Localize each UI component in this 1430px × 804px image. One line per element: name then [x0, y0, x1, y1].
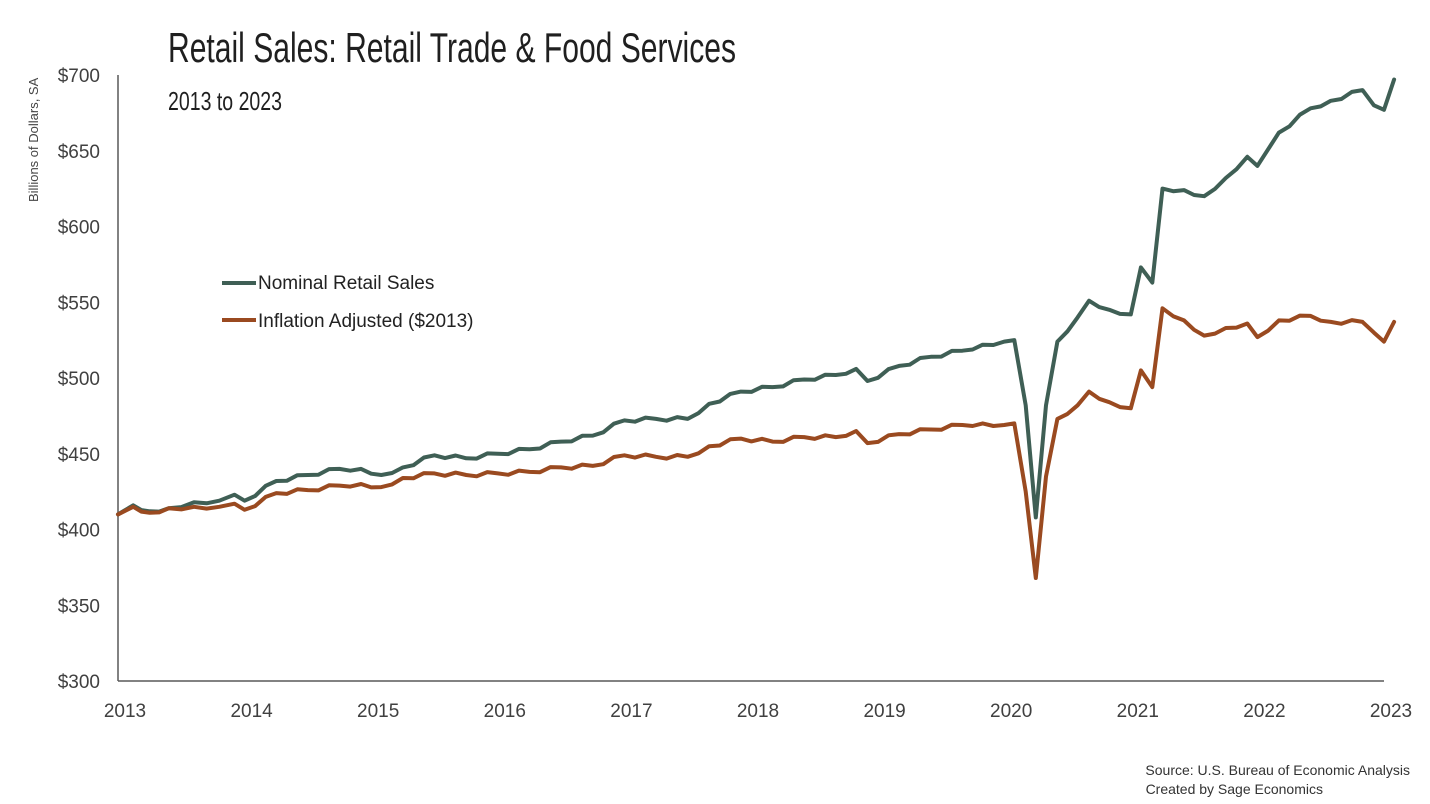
x-axis-ticks: 2013 2014 2015 2016 2017 2018 2019 2020 2021 2022… — [104, 701, 1412, 722]
x-tick-label: 2021 — [1117, 701, 1159, 722]
legend-label-nominal: Nominal Retail Sales — [258, 273, 434, 294]
y-tick-label: $650 — [58, 142, 100, 163]
x-tick-label: 2018 — [737, 701, 779, 722]
y-tick-label: $450 — [58, 445, 100, 466]
x-tick-label: 2014 — [230, 701, 273, 722]
series-line-nominal — [116, 77, 1397, 520]
legend-label-inflation-adjusted: Inflation Adjusted ($2013) — [258, 311, 474, 332]
y-tick-label: $600 — [58, 218, 100, 239]
y-axis-label: Billions of Dollars, SA — [26, 77, 41, 202]
x-tick-label: 2019 — [863, 701, 905, 722]
y-tick-label: $300 — [58, 672, 100, 693]
y-tick-label: $700 — [58, 66, 100, 87]
chart-subtitle: 2013 to 2023 — [168, 86, 282, 116]
x-tick-label: 2023 — [1370, 701, 1412, 722]
y-axis-ticks: $300 $350 $400 $450 $500 $550 $600 $650 $700 — [58, 66, 100, 693]
chart-title: Retail Sales: Retail Trade & Food Servic… — [168, 24, 736, 71]
x-tick-label: 2016 — [484, 701, 526, 722]
y-tick-label: $350 — [58, 596, 100, 617]
series-line-inflation-adjusted — [116, 306, 1397, 580]
y-tick-label: $550 — [58, 293, 100, 314]
x-tick-label: 2017 — [610, 701, 652, 722]
y-tick-label: $500 — [58, 369, 100, 390]
legend-item-inflation-adjusted: Inflation Adjusted ($2013) — [222, 311, 474, 332]
x-tick-label: 2013 — [104, 701, 146, 722]
x-tick-label: 2020 — [990, 701, 1032, 722]
x-tick-label: 2022 — [1243, 701, 1285, 722]
series-lines — [116, 77, 1397, 580]
source-line: Source: U.S. Bureau of Economic Analysis — [1145, 762, 1410, 778]
legend-item-nominal: Nominal Retail Sales — [222, 273, 434, 294]
legend: Nominal Retail Sales Inflation Adjusted … — [222, 273, 474, 332]
y-tick-label: $400 — [58, 521, 100, 542]
x-tick-label: 2015 — [357, 701, 399, 722]
credit-line: Created by Sage Economics — [1146, 781, 1323, 797]
